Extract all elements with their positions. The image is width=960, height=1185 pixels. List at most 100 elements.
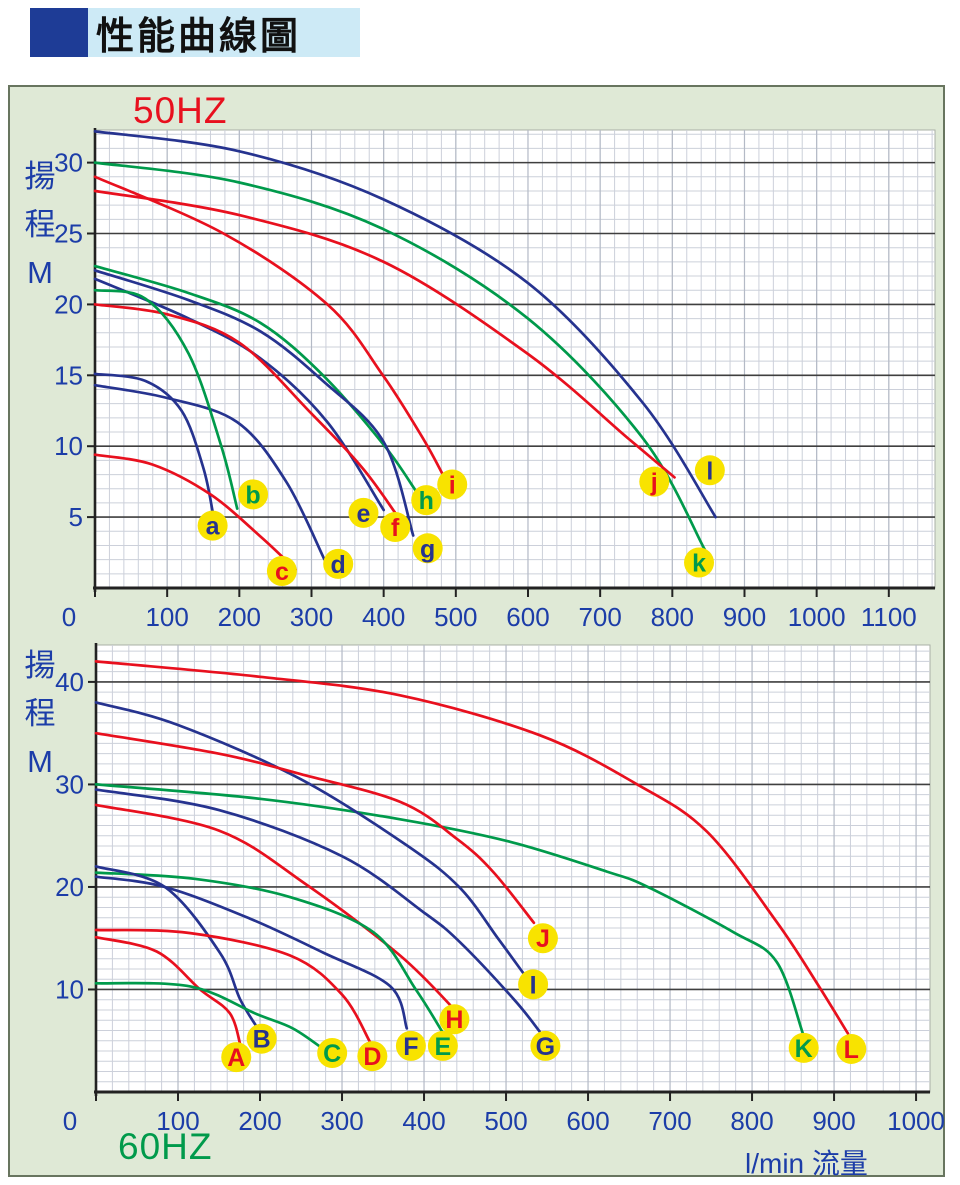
label-circle <box>357 1041 388 1072</box>
x-tick-label: 1100 <box>861 602 917 630</box>
label-letter: d <box>331 551 346 579</box>
curve-label-f: f <box>380 512 411 543</box>
y-tick-label: 30 <box>54 148 83 178</box>
tick-labels: 0 100 200 300 400 500 600 700 800 900 1000 1100 5 10 1… <box>54 148 917 630</box>
x-tick-label: 0 <box>63 1106 77 1130</box>
label-letter: f <box>391 514 400 542</box>
label-letter: l <box>706 457 713 485</box>
label-letter: k <box>692 549 706 577</box>
label-circle <box>412 533 443 564</box>
curve-label-g: g <box>412 533 443 564</box>
label-letter: I <box>530 971 537 999</box>
curve-label-G: G <box>530 1030 561 1061</box>
curve-L <box>94 660 850 1035</box>
x-tick-label: 300 <box>290 602 333 630</box>
curve-i <box>93 175 445 476</box>
y-axis-label-char: 程 <box>24 207 56 242</box>
y-tick-label: 15 <box>54 360 83 390</box>
x-tick-label: 100 <box>145 602 188 630</box>
label-circle <box>317 1038 348 1069</box>
label-letter: h <box>419 487 434 515</box>
tick-labels: 0 100 200 300 400 500 600 700 800 900 1000 10 20 30 40 <box>55 667 945 1130</box>
label-letter: e <box>357 500 371 528</box>
curve-l <box>93 130 717 519</box>
label-circle <box>323 548 354 579</box>
label-letter: A <box>227 1044 245 1072</box>
curve-E <box>94 871 444 1033</box>
curve-I <box>94 701 525 975</box>
x-tick-label: 200 <box>218 602 261 630</box>
y-axis-label-char: 揚 <box>24 159 56 194</box>
curve-label-K: K <box>788 1032 819 1063</box>
curve-labels: l k j ihg ef d ba c <box>197 455 725 586</box>
label-circle <box>788 1032 819 1063</box>
curve-D <box>94 928 372 1044</box>
y-tick-label: 5 <box>69 502 83 532</box>
curve-label-i: i <box>437 469 468 500</box>
label-letter: a <box>206 513 221 541</box>
curves <box>94 660 850 1051</box>
x-tick-label: 900 <box>812 1106 855 1130</box>
label-circle <box>427 1030 458 1061</box>
x-tick-label: 700 <box>578 602 621 630</box>
x-tick-label: 600 <box>506 602 549 630</box>
y-axis-label-char: 揚 <box>24 648 56 683</box>
y-axis-label-char: M <box>27 255 53 290</box>
curve-K <box>94 783 805 1035</box>
label-letter: L <box>844 1036 859 1064</box>
plot-area <box>95 644 931 1093</box>
y-tick-label: 30 <box>55 769 84 799</box>
label-circle <box>439 1004 470 1035</box>
chart-60hz-canvas: 0 100 200 300 400 500 600 700 800 900 1000 10 20 30 40… <box>55 643 945 1130</box>
y-axis-label-char: M <box>27 744 53 779</box>
label-circle <box>527 923 558 954</box>
page-title: 性能曲線圖 <box>88 8 360 58</box>
curve-label-H: H <box>439 1004 470 1035</box>
x-tick-label: 0 <box>62 602 76 630</box>
label-letter: G <box>536 1033 555 1061</box>
curve-k <box>93 161 707 552</box>
curve-label-h: h <box>411 485 442 516</box>
label-circle <box>694 455 725 486</box>
curve-c <box>93 453 297 571</box>
x-tick-label: 100 <box>156 1106 199 1130</box>
label-letter: b <box>245 481 260 509</box>
chart-50hz-y-axis-label: 揚 程 M <box>18 153 62 297</box>
curve-labels: L K IJ G HF E B D A C <box>221 923 867 1073</box>
curve-F <box>94 875 409 1030</box>
curve-g <box>93 269 415 537</box>
curve-label-b: b <box>238 479 269 510</box>
label-letter: F <box>403 1033 418 1061</box>
label-letter: C <box>323 1040 341 1068</box>
label-letter: j <box>650 469 658 497</box>
y-tick-label: 10 <box>55 974 84 1004</box>
chart-60hz-y-axis-label: 揚 程 M <box>18 642 62 786</box>
label-circle <box>348 497 379 528</box>
label-circle <box>836 1033 867 1064</box>
label-circle <box>221 1042 252 1073</box>
curve-d <box>93 383 326 561</box>
label-circle <box>684 547 715 578</box>
label-circle <box>395 1030 426 1061</box>
chart-50hz-title: 50HZ <box>133 90 228 131</box>
curve-J <box>94 731 536 925</box>
label-circle <box>266 555 297 586</box>
label-letter: J <box>536 925 550 953</box>
label-circle <box>246 1023 277 1054</box>
label-circle <box>530 1030 561 1061</box>
x-tick-label: 400 <box>402 1106 445 1130</box>
curve-label-E: E <box>427 1030 458 1061</box>
y-axis-label-char: 程 <box>24 696 56 731</box>
curve-label-I: I <box>518 969 549 1000</box>
y-tick-label: 20 <box>55 872 84 902</box>
curve-label-B: B <box>246 1023 277 1054</box>
curve-C <box>94 981 325 1051</box>
x-tick-label: 1000 <box>788 602 846 630</box>
curves <box>93 130 717 571</box>
curve-label-a: a <box>197 510 228 541</box>
y-tick-label: 20 <box>54 289 83 319</box>
curve-label-D: D <box>357 1041 388 1072</box>
label-circle <box>411 485 442 516</box>
x-tick-label: 700 <box>648 1106 691 1130</box>
curve-h <box>93 264 417 492</box>
